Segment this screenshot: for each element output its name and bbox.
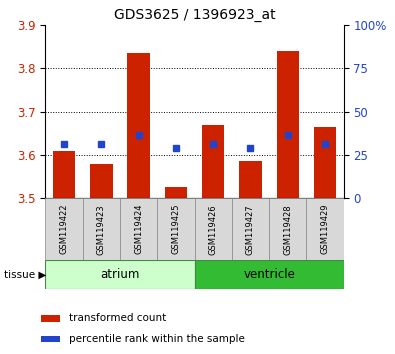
- Text: GSM119423: GSM119423: [97, 204, 106, 255]
- Text: GSM119428: GSM119428: [283, 204, 292, 255]
- Text: GSM119427: GSM119427: [246, 204, 255, 255]
- Bar: [128, 53, 150, 198]
- Bar: [53, 150, 75, 198]
- Text: transformed count: transformed count: [69, 313, 166, 324]
- Bar: [41, 336, 60, 342]
- Text: GSM119429: GSM119429: [320, 204, 329, 255]
- Text: GSM119425: GSM119425: [171, 204, 181, 255]
- Bar: [276, 51, 299, 198]
- Bar: [314, 127, 336, 198]
- Bar: [232, 198, 269, 260]
- Bar: [45, 260, 194, 289]
- Text: atrium: atrium: [100, 268, 140, 281]
- Title: GDS3625 / 1396923_at: GDS3625 / 1396923_at: [114, 8, 275, 22]
- Bar: [45, 198, 83, 260]
- Text: ventricle: ventricle: [243, 268, 295, 281]
- Bar: [269, 198, 307, 260]
- Text: GSM119426: GSM119426: [209, 204, 218, 255]
- Text: GSM119422: GSM119422: [60, 204, 69, 255]
- Bar: [120, 198, 157, 260]
- Bar: [239, 161, 261, 198]
- Bar: [307, 198, 344, 260]
- Text: tissue ▶: tissue ▶: [4, 269, 46, 279]
- Bar: [165, 187, 187, 198]
- Text: percentile rank within the sample: percentile rank within the sample: [69, 334, 245, 344]
- Bar: [41, 315, 60, 321]
- Bar: [90, 164, 113, 198]
- Bar: [157, 198, 194, 260]
- Bar: [194, 198, 232, 260]
- Bar: [194, 260, 344, 289]
- Text: GSM119424: GSM119424: [134, 204, 143, 255]
- Bar: [83, 198, 120, 260]
- Bar: [202, 125, 224, 198]
